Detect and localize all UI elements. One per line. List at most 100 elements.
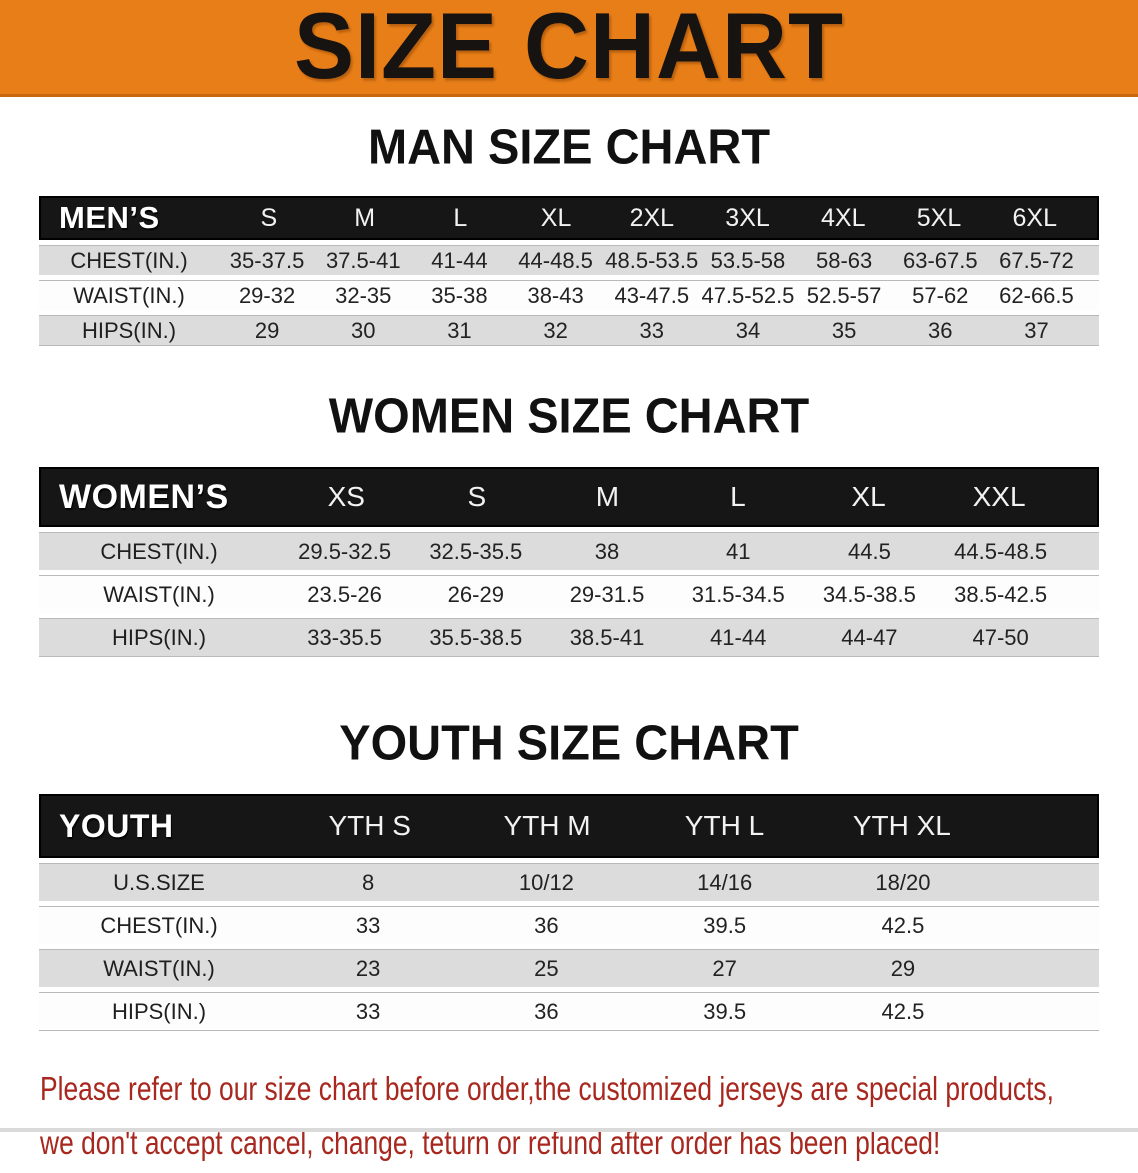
value-cell: 37.5-41 <box>325 247 401 273</box>
value-cell: 44-48.5 <box>518 247 593 273</box>
row-label: CHEST(IN.) <box>70 247 188 273</box>
value-cell: 33 <box>639 317 665 343</box>
table-row: CHEST(IN.) 29.5-32.5 32.5-35.5 38 41 44.5 44.5… <box>39 532 1099 570</box>
value-cell: 41 <box>725 538 751 564</box>
value-cell: 57-62 <box>912 282 969 308</box>
value-cell: 52.5-57 <box>806 282 882 308</box>
value-cell: 39.5 <box>703 912 747 938</box>
table-corner-label: WOMEN’S <box>59 477 229 516</box>
value-cell: 32-35 <box>335 282 392 308</box>
column-header: YTH L <box>684 810 765 841</box>
value-cell: 35-37.5 <box>229 247 305 273</box>
column-header: L <box>730 481 746 512</box>
value-cell: 62-66.5 <box>999 282 1074 308</box>
women-size-table: WOMEN’S XS S M L XL XXL CHEST(IN.) 29.5-32.5 32.5… <box>39 467 1099 657</box>
row-label: HIPS(IN.) <box>81 317 177 343</box>
table-row: CHEST(IN.) 33 36 39.5 42.5 <box>39 906 1099 944</box>
column-header: XXL <box>972 481 1026 512</box>
table-header-row: MEN’S S M L XL 2XL 3XL 4XL 5XL 6XL <box>39 196 1099 240</box>
notice-line-1: Please refer to our size chart before or… <box>40 1065 1138 1119</box>
value-cell: 34.5-38.5 <box>822 581 916 607</box>
value-cell: 35.5-38.5 <box>429 624 523 650</box>
column-header: M <box>595 481 620 512</box>
value-cell: 25 <box>534 955 559 981</box>
column-header: S <box>467 481 487 512</box>
banner: SIZE CHART <box>0 0 1138 97</box>
value-cell: 35 <box>831 317 857 343</box>
youth-section-heading-text: YOUTH SIZE CHART <box>339 714 799 771</box>
value-cell: 63-67.5 <box>902 247 978 273</box>
value-cell: 31.5-34.5 <box>691 581 785 607</box>
row-label: CHEST(IN.) <box>100 912 218 938</box>
row-label: WAIST(IN.) <box>103 955 215 981</box>
column-header: 2XL <box>629 203 675 232</box>
column-header: 4XL <box>821 203 866 232</box>
value-cell: 43-47.5 <box>614 282 690 308</box>
value-cell: 35-38 <box>431 282 488 308</box>
row-label: HIPS(IN.) <box>111 624 207 650</box>
banner-title: SIZE CHART <box>294 0 844 100</box>
column-header: YTH XL <box>852 810 951 841</box>
value-cell: 33-35.5 <box>307 624 382 650</box>
value-cell: 31 <box>447 317 472 343</box>
column-header: M <box>354 203 376 232</box>
table-row: CHEST(IN.) 35-37.5 37.5-41 41-44 44-48.5 48.5… <box>39 245 1099 275</box>
table-row: WAIST(IN.) 29-32 32-35 35-38 38-43 43-47.5 47.… <box>39 280 1099 310</box>
men-section-heading-text: MAN SIZE CHART <box>367 118 771 175</box>
value-cell: 32.5-35.5 <box>429 538 523 564</box>
value-cell: 42.5 <box>881 998 925 1024</box>
value-cell: 44.5-48.5 <box>954 538 1048 564</box>
table-row: WAIST(IN.) 23 25 27 29 <box>39 949 1099 987</box>
value-cell: 47.5-52.5 <box>701 282 795 308</box>
value-cell: 38-43 <box>527 282 584 308</box>
bottom-edge-line <box>0 1128 1138 1132</box>
section-youth: YOUTH SIZE CHART YOUTH YTH S YTH M YTH L YTH… <box>0 714 1138 1031</box>
women-section-heading-text: WOMEN SIZE CHART <box>328 387 810 444</box>
value-cell: 53.5-58 <box>710 247 786 273</box>
table-row: HIPS(IN.) 29 30 31 32 33 34 35 36 37 <box>39 315 1099 345</box>
value-cell: 8 <box>362 869 375 895</box>
value-cell: 48.5-53.5 <box>605 247 699 273</box>
value-cell: 23.5-26 <box>307 581 382 607</box>
value-cell: 29 <box>254 317 280 343</box>
table-row: U.S.SIZE 8 10/12 14/16 18/20 <box>39 863 1099 901</box>
column-header: 3XL <box>725 203 770 232</box>
value-cell: 37 <box>1024 317 1049 343</box>
row-label: CHEST(IN.) <box>100 538 218 564</box>
women-section-heading: WOMEN SIZE CHART <box>0 387 1138 449</box>
value-cell: 27 <box>712 955 737 981</box>
column-header: S <box>260 203 278 232</box>
value-cell: 30 <box>351 317 376 343</box>
column-header: YTH S <box>328 810 411 841</box>
table-header-row: YOUTH YTH S YTH M YTH L YTH XL <box>39 794 1099 858</box>
value-cell: 29-32 <box>238 282 296 308</box>
value-cell: 41-44 <box>710 624 767 650</box>
value-cell: 26-29 <box>447 581 504 607</box>
column-header: 6XL <box>1012 203 1057 232</box>
value-cell: 29-31.5 <box>569 581 645 607</box>
value-cell: 34 <box>735 317 761 343</box>
value-cell: 42.5 <box>881 912 925 938</box>
table-row: WAIST(IN.) 23.5-26 26-29 29-31.5 31.5-34.5 34… <box>39 575 1099 613</box>
value-cell: 29 <box>890 955 916 981</box>
value-cell: 10/12 <box>518 869 574 895</box>
value-cell: 36 <box>534 912 559 938</box>
table-header-row: WOMEN’S XS S M L XL XXL <box>39 467 1099 527</box>
value-cell: 67.5-72 <box>999 247 1074 273</box>
column-header: XS <box>327 481 365 512</box>
column-header: L <box>453 203 468 232</box>
value-cell: 33 <box>355 998 381 1024</box>
value-cell: 18/20 <box>875 869 931 895</box>
notice-line-1-text: Please refer to our size chart before or… <box>40 1070 1054 1107</box>
section-men: MAN SIZE CHART MEN’S S M L XL 2XL 3XL 4XL 5XL 6XL… <box>0 118 1138 346</box>
column-header: 5XL <box>916 203 962 232</box>
table-corner-label: MEN’S <box>59 200 160 235</box>
row-label: WAIST(IN.) <box>103 581 215 607</box>
row-label: HIPS(IN.) <box>111 998 207 1024</box>
row-label: WAIST(IN.) <box>73 282 185 308</box>
value-cell: 38 <box>594 538 620 564</box>
table-corner-label: YOUTH <box>59 807 174 844</box>
footer-notice: Please refer to our size chart before or… <box>40 1065 1138 1173</box>
table-row: HIPS(IN.) 33-35.5 35.5-38.5 38.5-41 41-44 44-… <box>39 618 1099 656</box>
